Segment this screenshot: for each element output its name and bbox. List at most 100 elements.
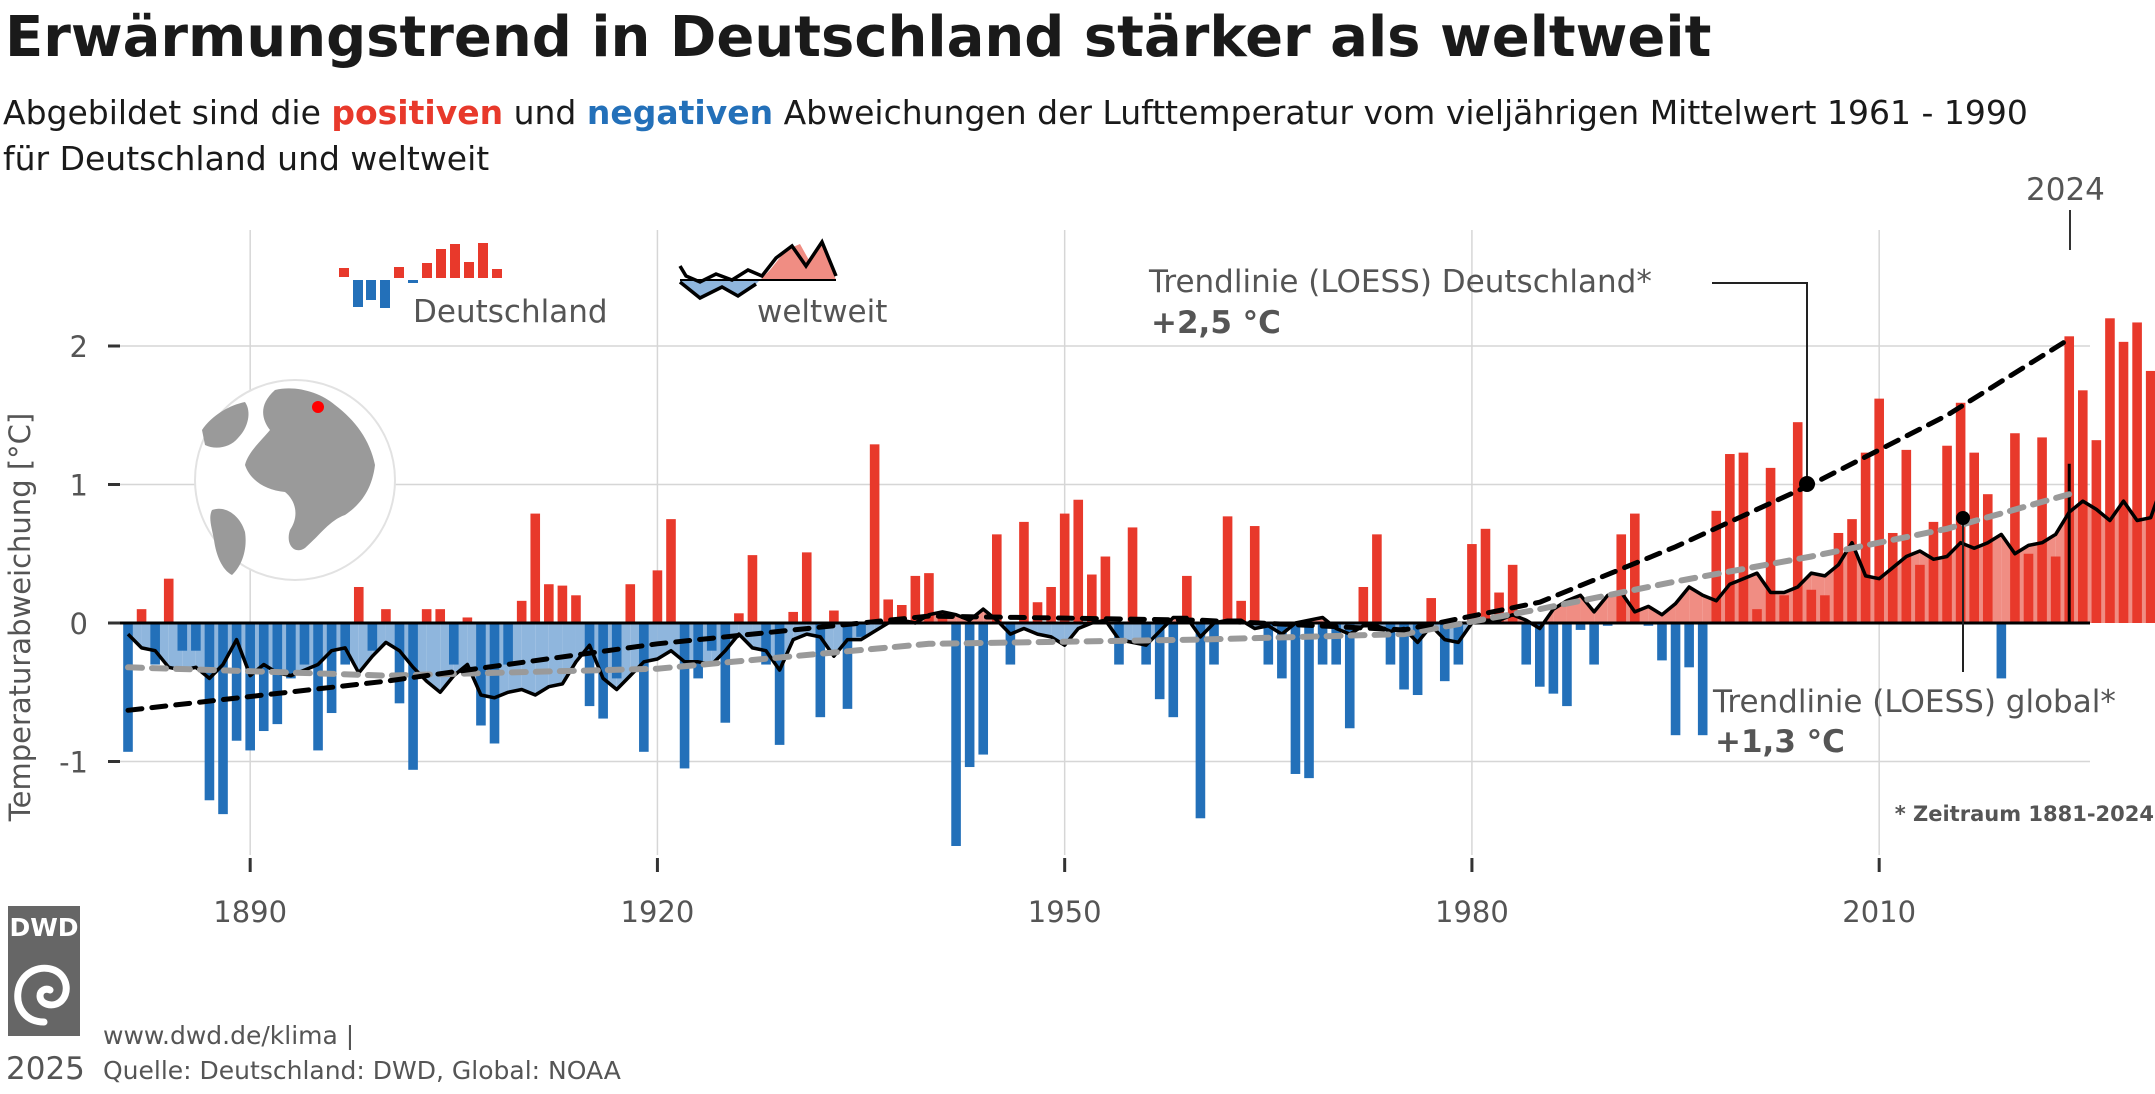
bar-germany-1981 (1480, 528, 1491, 623)
bar-germany-1973 (1372, 534, 1382, 623)
bar-germany-1936 (869, 444, 880, 623)
trend-global-value: +1,3 °C (1715, 724, 1845, 760)
bar-germany-1975 (1399, 623, 1409, 690)
bar-germany-1901 (394, 623, 405, 704)
bar-germany-2011 (1887, 532, 1898, 624)
bar-germany-1912 (544, 584, 554, 623)
dwd-logo: DWD (8, 906, 80, 1036)
bar-germany-1898 (353, 586, 364, 623)
bar-germany-1997 (1697, 623, 1708, 736)
bar-germany-2000 (1738, 452, 1749, 623)
y-tick-label-0: 0 (70, 607, 88, 641)
chart-title: Erwärmungstrend in Deutschland stärker a… (5, 5, 1711, 70)
bar-germany-1970 (1331, 623, 1341, 665)
trend-global-marker (1956, 511, 1970, 525)
globe-icon (194, 379, 396, 581)
footer-year: 2025 (6, 1051, 85, 1087)
bar-germany-1932 (815, 623, 826, 718)
bar-germany-1957 (1154, 623, 1165, 700)
bar-germany-1986 (1548, 623, 1559, 694)
subtitle-positive: positiven (331, 93, 503, 132)
bar-germany-1962 (1222, 516, 1233, 623)
subtitle-post: Abweichungen der Lufttemperatur vom viel… (773, 93, 2028, 132)
bar-germany-1882 (136, 609, 147, 623)
bar-germany-1881 (123, 623, 133, 752)
bar-germany-1920 (652, 570, 663, 623)
x-tick-label-2010: 2010 (1842, 895, 1916, 929)
dwd-swirl-icon (14, 964, 70, 1026)
bar-germany-1904 (435, 609, 446, 623)
bar-germany-2006 (1820, 595, 1830, 623)
bar-germany-1959 (1182, 575, 1192, 623)
bar-germany-1974 (1385, 623, 1396, 665)
x-tick-label-1980: 1980 (1435, 895, 1509, 929)
bar-germany-2023 (2050, 556, 2061, 623)
bar-germany-1930 (788, 611, 798, 623)
bar-germany-1963 (1236, 600, 1246, 623)
bar-germany-1946 (1005, 623, 1016, 665)
bar-germany-1998 (1711, 510, 1722, 623)
bar-germany-1942 (951, 623, 961, 846)
bar-germany-2022 (2037, 437, 2047, 623)
bars (123, 318, 2155, 846)
bar-germany-1913 (557, 585, 568, 624)
bar-germany-1911 (530, 513, 541, 624)
global-area-segment (521, 623, 536, 696)
legend: Deutschland weltweit (339, 238, 887, 330)
bar-germany-1996 (1684, 623, 1694, 668)
bar-germany-2019 (1996, 623, 2007, 679)
bar-germany-1999 (1725, 454, 1735, 623)
bar-germany-1915 (584, 623, 595, 707)
bar-germany-1900 (381, 609, 391, 623)
subtitle-negative: negativen (587, 93, 773, 132)
bar-germany-1891 (258, 623, 269, 732)
bar-germany-1886 (191, 623, 201, 651)
bar-germany-1982 (1494, 592, 1504, 623)
bar-germany-1987 (1562, 623, 1572, 707)
trend-line-germany (125, 336, 2072, 713)
bar-germany-2001 (1752, 609, 1762, 623)
chart-subtitle-line2: für Deutschland und weltweit (3, 139, 489, 178)
bar-germany-2008 (1847, 519, 1857, 624)
bar-germany-1922 (679, 623, 690, 769)
bar-germany-1927 (747, 555, 758, 623)
bar-germany-1935 (856, 623, 866, 637)
bar-germany-2013 (1915, 564, 1925, 623)
bar-germany-1980 (1467, 544, 1477, 623)
bar-germany-1965 (1263, 623, 1274, 665)
bar-germany-1939 (910, 575, 921, 623)
bar-germany-1889 (231, 623, 242, 741)
bar-germany-1926 (734, 613, 744, 623)
trend-de-marker (1799, 476, 1815, 492)
bar-germany-2028 (2118, 341, 2129, 623)
bar-germany-1893 (286, 623, 296, 679)
footer-source: Quelle: Deutschland: DWD, Global: NOAA (103, 1056, 621, 1085)
bar-germany-1937 (883, 599, 893, 624)
bar-germany-1894 (299, 623, 310, 665)
dwd-logo-text: DWD (9, 913, 78, 942)
bar-germany-1951 (1073, 499, 1084, 624)
bar-germany-1925 (720, 623, 731, 723)
bar-germany-1958 (1168, 623, 1179, 718)
bar-germany-1947 (1019, 521, 1029, 623)
subtitle-pre: Abgebildet sind die (3, 93, 331, 132)
bar-germany-1991 (1616, 534, 1627, 623)
bar-germany-1983 (1507, 564, 1518, 623)
bar-germany-1897 (340, 623, 350, 665)
bar-germany-1984 (1521, 623, 1532, 665)
legend-world-label: weltweit (757, 294, 887, 330)
bar-germany-1918 (625, 584, 636, 623)
bar-germany-1964 (1249, 526, 1260, 623)
bar-germany-1969 (1317, 623, 1328, 665)
bar-germany-1967 (1290, 623, 1301, 774)
bar-germany-1890 (245, 623, 255, 751)
period-note: * Zeitraum 1881-2024 (1895, 802, 2154, 826)
bar-germany-2003 (1779, 595, 1789, 623)
bar-germany-1949 (1046, 586, 1056, 623)
bar-germany-1907 (476, 623, 486, 726)
bar-germany-2026 (2091, 440, 2102, 623)
global-area-segment (1648, 606, 1662, 623)
bar-germany-1989 (1589, 623, 1599, 665)
bar-germany-2025 (2078, 390, 2088, 623)
